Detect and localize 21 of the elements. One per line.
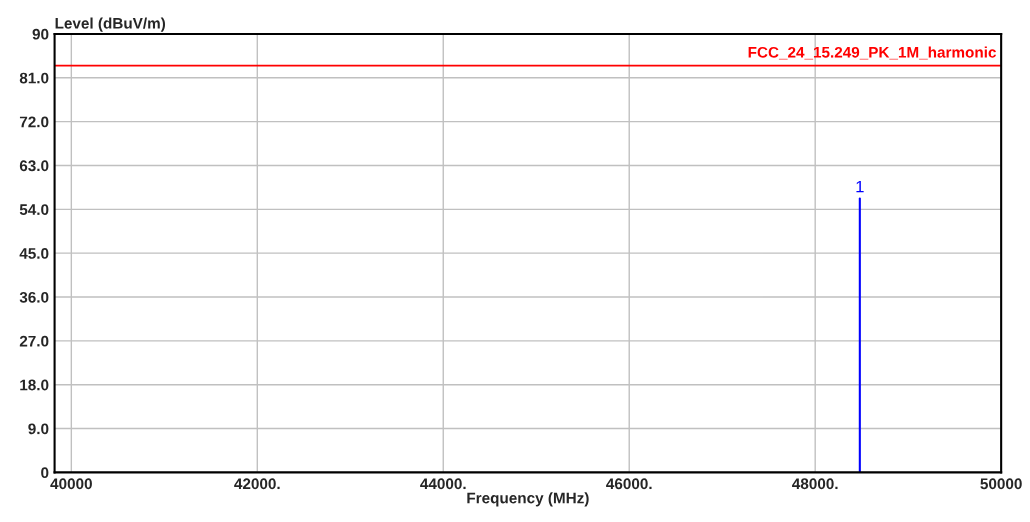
y-tick-label: 0 xyxy=(41,467,49,479)
x-tick-label: 44000. xyxy=(420,478,466,490)
x-axis-title: Frequency (MHz) xyxy=(467,492,589,507)
y-tick-label: 9.0 xyxy=(28,423,49,435)
y-tick-label: 72.0 xyxy=(19,116,49,128)
y-tick-label: 81.0 xyxy=(19,72,49,84)
ref-line-label: FCC_24_15.249_PK_1M_harmonic xyxy=(748,46,996,60)
y-tick-label: 63.0 xyxy=(19,160,49,172)
x-tick-label: 40000 xyxy=(50,478,92,490)
annotation: 1 xyxy=(856,180,864,193)
y-axis-title: Level (dBuV/m) xyxy=(55,17,166,32)
x-tick-label: 42000. xyxy=(234,478,280,490)
y-tick-label: 27.0 xyxy=(19,335,49,347)
y-tick-label: 18.0 xyxy=(20,379,49,391)
y-tick-label: 90 xyxy=(32,28,49,40)
x-tick-label: 46000. xyxy=(606,478,652,490)
x-tick-label: 50000 xyxy=(980,478,1022,490)
y-tick-label: 45.0 xyxy=(19,248,49,259)
x-tick-label: 48000. xyxy=(792,478,838,490)
y-tick-label: 36.0 xyxy=(19,291,49,303)
y-tick-label: 54.0 xyxy=(19,204,49,216)
